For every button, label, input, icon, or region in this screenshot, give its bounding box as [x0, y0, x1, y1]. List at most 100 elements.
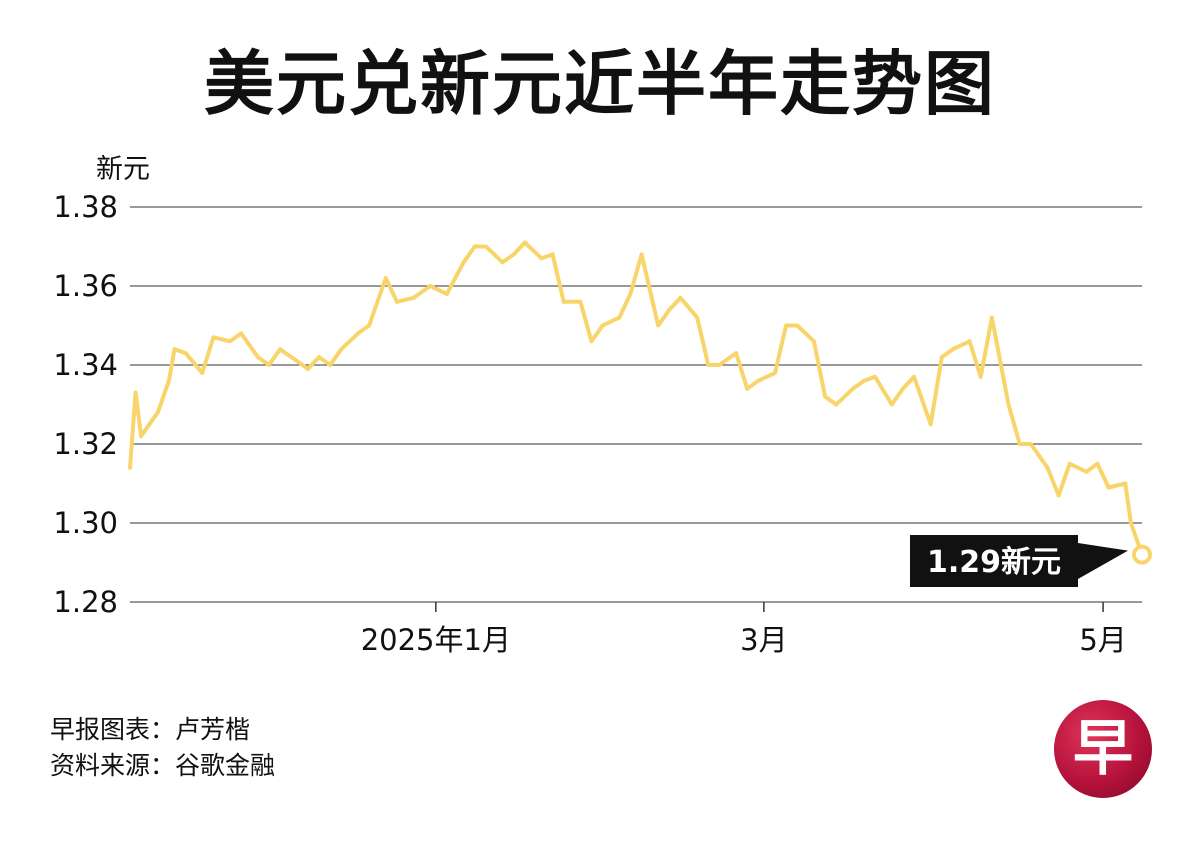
- data-point: [133, 390, 138, 395]
- data-point: [1123, 481, 1128, 486]
- x-tick-label: 2025年1月: [361, 623, 511, 657]
- value-callout: 1.29新元: [910, 535, 1152, 587]
- data-point: [211, 335, 216, 340]
- zaobao-logo: 早: [1054, 700, 1152, 798]
- data-point: [1067, 461, 1072, 466]
- data-point: [1017, 442, 1022, 446]
- data-point: [939, 355, 944, 360]
- data-point: [166, 378, 171, 383]
- data-point: [600, 323, 605, 328]
- data-point: [383, 276, 388, 281]
- data-points: [128, 240, 1144, 557]
- y-tick-label: 1.32: [53, 427, 118, 461]
- data-point: [267, 363, 272, 367]
- data-point: [639, 252, 644, 257]
- data-point: [717, 363, 722, 367]
- data-point: [950, 347, 955, 352]
- data-point: [589, 339, 594, 344]
- x-tick-label: 5月: [1079, 623, 1126, 657]
- data-point: [367, 323, 372, 328]
- data-point: [394, 299, 399, 304]
- data-point: [834, 402, 839, 407]
- data-point: [628, 291, 633, 296]
- data-point: [1128, 521, 1133, 525]
- series-line: [128, 240, 1144, 557]
- data-point: [861, 378, 866, 383]
- data-point: [411, 295, 416, 300]
- data-point: [500, 260, 505, 265]
- data-point: [317, 355, 322, 360]
- data-point: [328, 363, 333, 367]
- data-point: [355, 331, 360, 336]
- data-source: 资料来源：谷歌金融: [50, 751, 276, 780]
- data-point: [734, 351, 739, 356]
- callout-label: 1.29新元: [927, 545, 1061, 580]
- data-point: [1045, 465, 1050, 470]
- data-point: [128, 465, 132, 470]
- x-axis-ticks: 2025年1月 3月 5月: [361, 602, 1127, 657]
- data-point: [155, 410, 160, 415]
- data-point: [339, 347, 344, 352]
- data-point: [745, 386, 750, 391]
- data-point: [873, 374, 878, 379]
- data-point: [539, 256, 544, 261]
- data-point: [928, 422, 933, 427]
- data-point: [1006, 402, 1011, 407]
- data-point: [795, 323, 800, 328]
- chart-title: 美元兑新元近半年走势图: [204, 43, 996, 125]
- data-point: [578, 299, 583, 304]
- data-point: [428, 284, 433, 288]
- logo-text: 早: [1073, 714, 1133, 784]
- data-point: [784, 323, 789, 328]
- line-chart: 新元 1.281.301.321.341.361.38 2025年1月 3月 5月 …: [53, 154, 1152, 657]
- y-tick-label: 1.38: [53, 190, 118, 224]
- data-point: [239, 331, 244, 336]
- data-point: [989, 315, 994, 320]
- data-point: [678, 295, 683, 300]
- data-point: [561, 299, 566, 304]
- credits: 早报图表：卢芳楷 资料来源：谷歌金融: [50, 712, 275, 784]
- data-point: [1084, 469, 1089, 474]
- y-axis-ticks: 1.28 1.30 1.32 1.34 1.36 1.38: [53, 190, 118, 619]
- data-point: [150, 418, 155, 423]
- data-point: [483, 244, 488, 249]
- data-point: [773, 370, 778, 375]
- callout-pointer: [1078, 543, 1128, 579]
- data-point: [1028, 442, 1033, 446]
- data-point: [183, 351, 188, 356]
- data-point: [889, 402, 894, 407]
- data-point: [1106, 485, 1111, 490]
- grid-lines: [130, 206, 1142, 603]
- x-tick-label: 3月: [740, 623, 787, 657]
- data-point: [656, 323, 661, 328]
- data-point: [289, 355, 294, 360]
- data-point: [617, 315, 622, 320]
- data-point: [444, 291, 449, 296]
- data-point: [900, 386, 905, 391]
- chart-author: 早报图表：卢芳楷: [50, 715, 251, 744]
- y-tick-label: 1.34: [53, 348, 118, 382]
- data-point: [522, 240, 527, 245]
- data-point: [550, 252, 555, 257]
- y-axis-label: 新元: [96, 154, 150, 185]
- data-point: [967, 339, 972, 344]
- y-tick-label: 1.30: [53, 506, 118, 540]
- data-point: [461, 260, 466, 265]
- y-tick-label: 1.28: [53, 585, 118, 619]
- data-point: [1095, 461, 1100, 466]
- data-point: [511, 252, 516, 257]
- data-point: [706, 363, 711, 367]
- data-point: [255, 355, 260, 360]
- callout-box: [910, 535, 1078, 587]
- data-point: [1056, 493, 1061, 498]
- last-value-marker: [1132, 544, 1152, 565]
- data-point: [756, 378, 761, 383]
- data-point: [139, 434, 144, 439]
- data-point: [278, 347, 283, 352]
- data-point: [695, 315, 700, 320]
- data-point: [850, 386, 855, 391]
- data-point: [667, 307, 672, 312]
- data-point: [811, 339, 816, 344]
- data-point: [978, 374, 983, 379]
- data-point: [200, 370, 205, 375]
